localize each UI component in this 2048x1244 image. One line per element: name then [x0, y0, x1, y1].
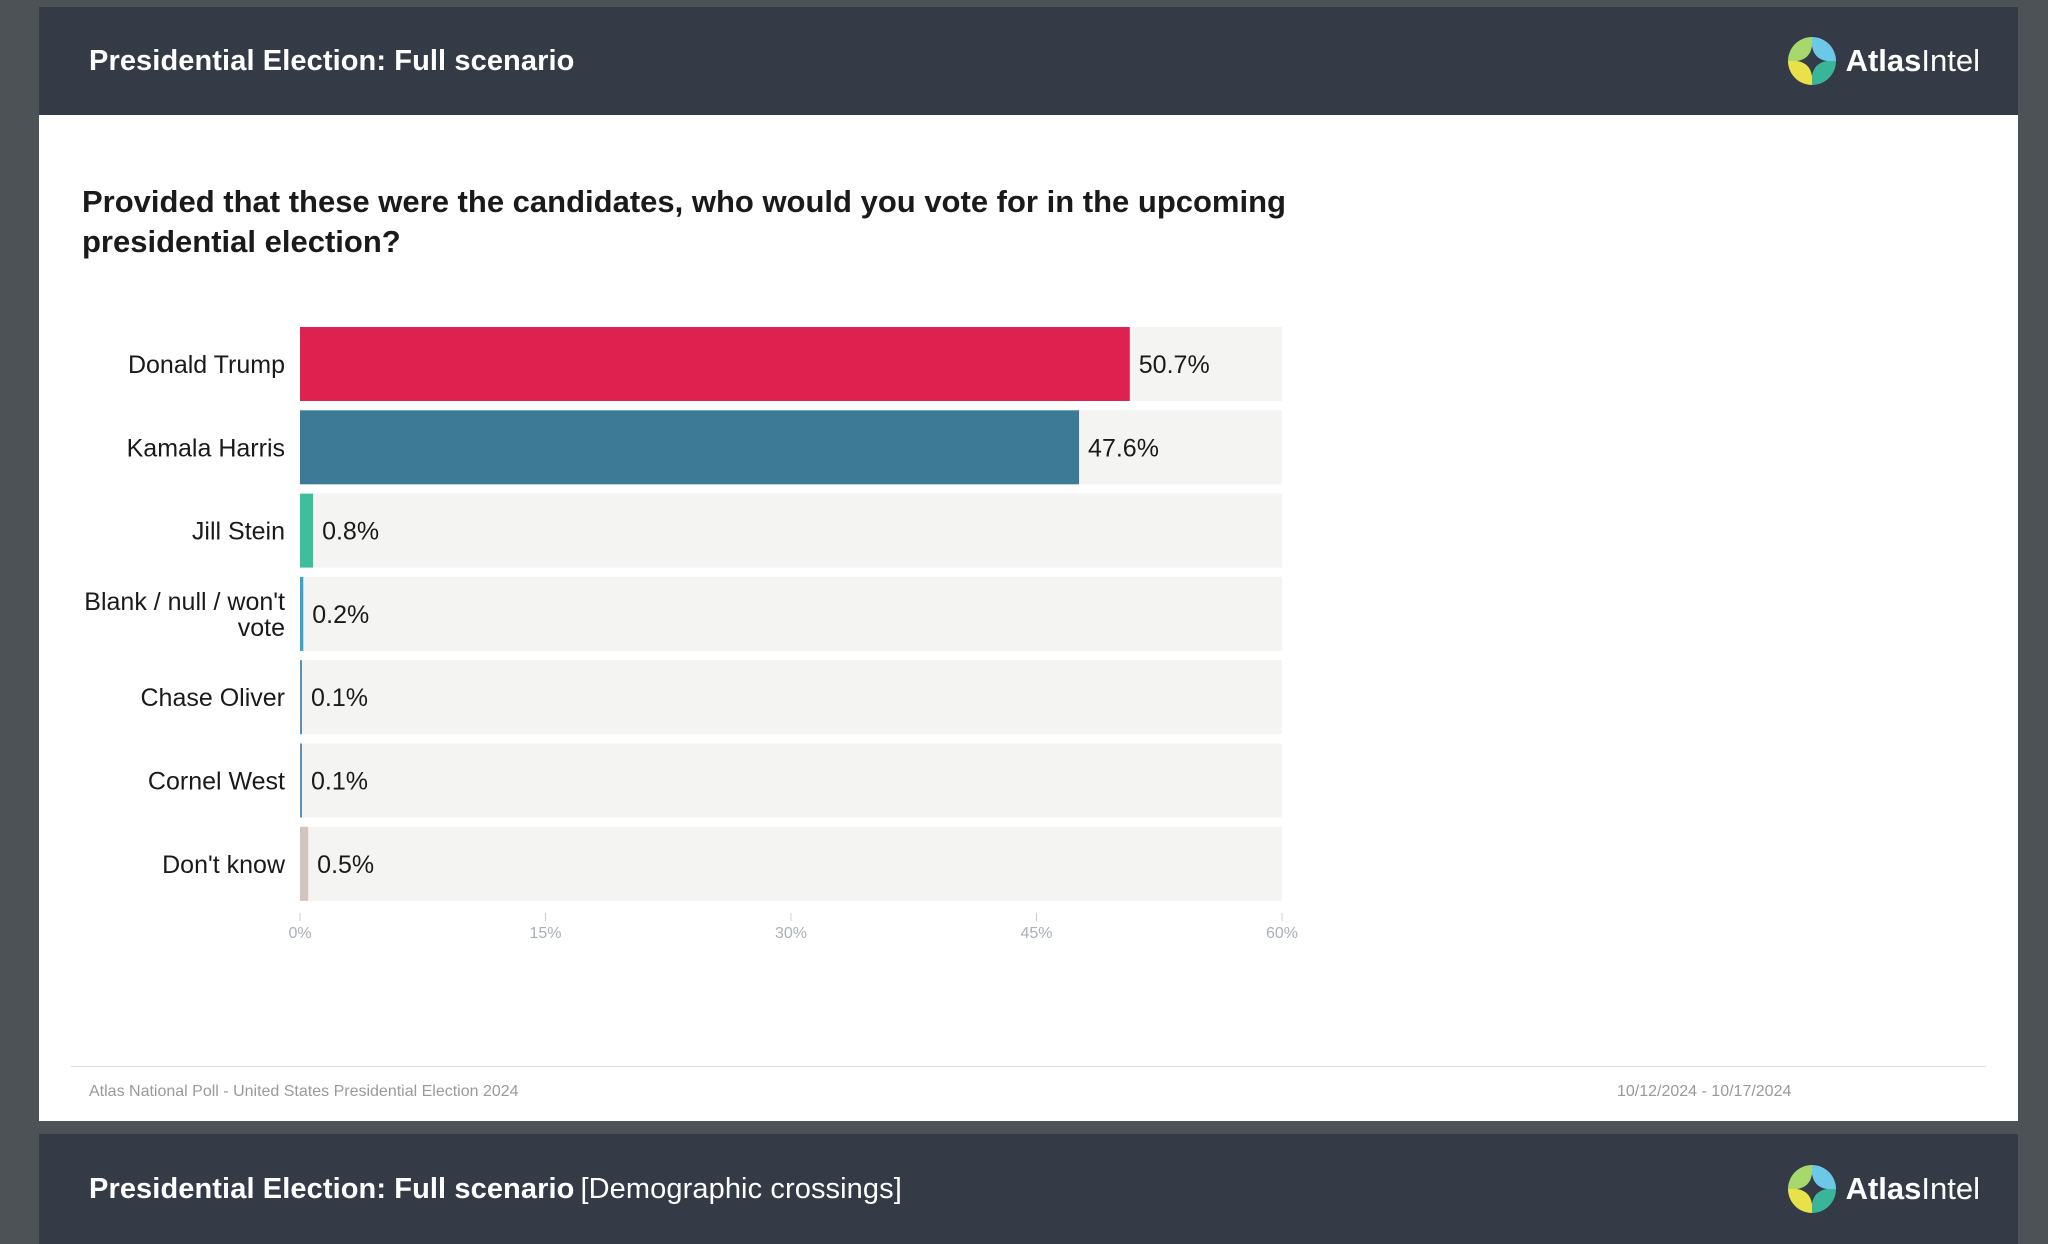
bar	[300, 327, 1130, 401]
bar-value-label: 47.6%	[1088, 434, 1159, 462]
logo-text: AtlasIntel	[1845, 1171, 1980, 1206]
category-label: Blank / null / won't	[84, 588, 285, 616]
slide-title: Presidential Election: Full scenario	[89, 44, 575, 77]
bar-value-label: 50.7%	[1139, 351, 1210, 379]
atlasintel-logo-icon	[1787, 37, 1836, 85]
bar-value-label: 0.2%	[312, 601, 369, 629]
bar	[300, 826, 309, 901]
category-label: Donald Trump	[128, 351, 285, 379]
footer-source: Atlas National Poll - United States Pres…	[89, 1083, 519, 1100]
question-text: Provided that these were the candidates,…	[82, 184, 1286, 259]
x-tick-label: 15%	[529, 925, 561, 942]
slide-body: Provided that these were the candidates,…	[39, 115, 2018, 1121]
bar-track	[300, 660, 1282, 735]
next-slide-header: Presidential Election: Full scenario [Dem…	[39, 1134, 2018, 1244]
bar	[300, 660, 302, 735]
category-label: Jill Stein	[192, 518, 285, 546]
bar-track	[300, 576, 1282, 651]
x-tick-label: 0%	[288, 925, 311, 942]
bar-track	[300, 743, 1282, 818]
logo-text: AtlasIntel	[1845, 43, 1980, 78]
bar	[300, 410, 1080, 485]
atlasintel-logo: AtlasIntel	[1787, 1165, 1980, 1213]
footer-dates: 10/12/2024 - 10/17/2024	[1617, 1083, 1792, 1100]
atlasintel-logo: AtlasIntel	[1787, 37, 1980, 85]
category-label: Don't know	[162, 851, 286, 879]
bar-track	[300, 826, 1282, 901]
next-slide-suffix: [Demographic crossings]	[580, 1172, 902, 1205]
bar-track	[300, 493, 1282, 568]
next-slide-title: Presidential Election: Full scenario [Dem…	[89, 1172, 902, 1205]
bar-value-label: 0.1%	[311, 684, 368, 712]
bar-value-label: 0.8%	[322, 518, 379, 546]
bar	[300, 493, 314, 568]
bar-value-label: 0.5%	[317, 851, 374, 879]
x-tick-label: 30%	[775, 925, 807, 942]
bar-value-label: 0.1%	[311, 768, 368, 796]
atlasintel-logo-icon	[1787, 1165, 1836, 1213]
category-label: vote	[238, 614, 285, 642]
bar-chart: 50.7% Donald Trump 47.6% Kamala Harris 0.8% J…	[84, 327, 1298, 942]
category-label: Chase Oliver	[141, 684, 286, 712]
bar	[300, 743, 302, 818]
bar	[300, 576, 304, 651]
category-label: Cornel West	[148, 768, 285, 796]
x-tick-label: 45%	[1020, 925, 1052, 942]
footer-divider	[71, 1066, 1986, 1067]
slide-header: Presidential Election: Full scenario Atl…	[39, 7, 2018, 115]
x-tick-label: 60%	[1266, 925, 1298, 942]
category-label: Kamala Harris	[127, 434, 285, 462]
